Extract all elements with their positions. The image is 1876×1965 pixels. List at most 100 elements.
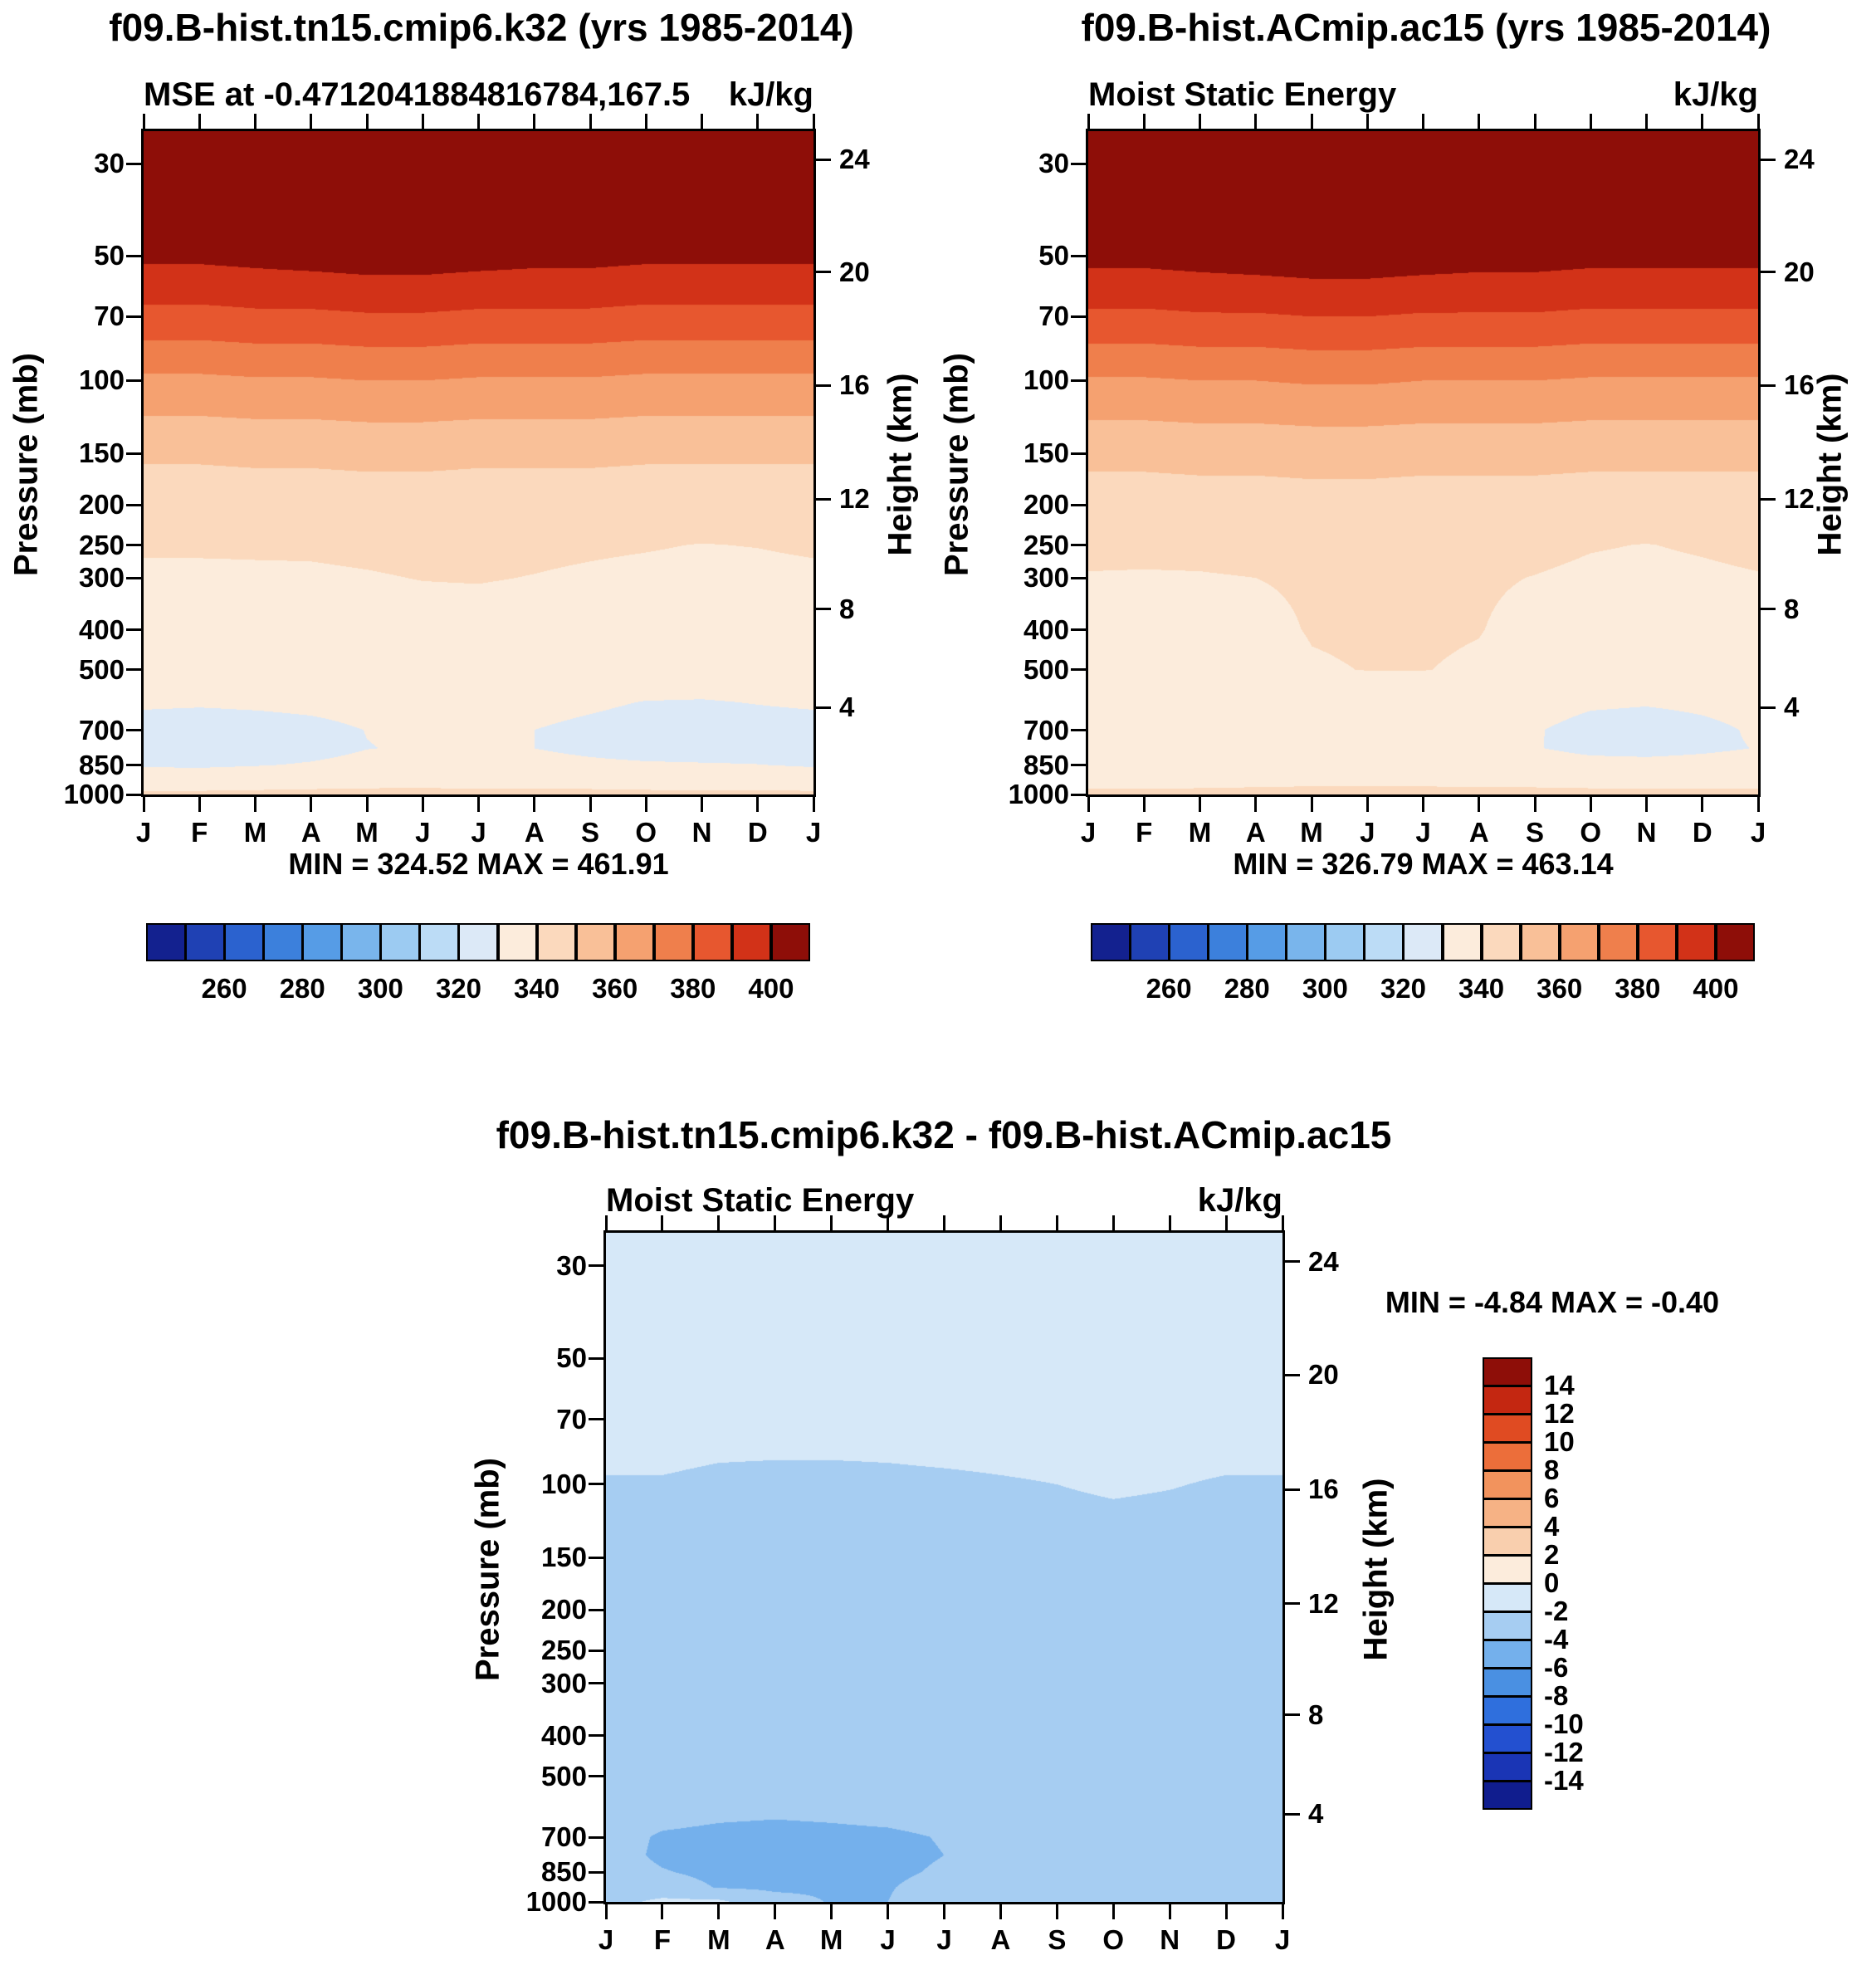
month-axis-tick [1645, 797, 1648, 812]
panel1-plot-frame [141, 129, 816, 797]
month-axis-tick-top [365, 114, 369, 129]
pressure-axis-tick [1071, 162, 1086, 165]
month-label: J [135, 817, 152, 848]
panel2-units-label: kJ/kg [1673, 76, 1758, 113]
height-tick-label: 24 [1784, 144, 1815, 175]
colorbar-cell [653, 923, 694, 961]
pressure-axis-tick [589, 1900, 603, 1904]
colorbar-cell [1483, 1498, 1532, 1528]
month-label: M [355, 817, 379, 848]
pressure-tick-label: 700 [78, 714, 125, 745]
month-axis-tick-top [604, 1215, 608, 1230]
month-axis-tick [365, 797, 369, 812]
colorbar-tick-label: 0 [1544, 1567, 1560, 1598]
colorbar-tick-label: -2 [1544, 1596, 1569, 1626]
month-label: F [191, 817, 208, 848]
colorbar-cell [1091, 923, 1131, 961]
pressure-axis-tick [589, 1734, 603, 1738]
panel3-title: f09.B-hist.tn15.cmip6.k32 - f09.B-hist.A… [496, 1113, 1392, 1156]
month-axis-tick-top [1281, 1215, 1284, 1230]
month-axis-tick-top [756, 114, 760, 129]
month-label: J [936, 1924, 952, 1955]
colorbar-cell [1483, 1555, 1532, 1584]
month-axis-tick-top [999, 1215, 1002, 1230]
pressure-tick-label: 300 [78, 562, 125, 594]
month-axis-tick-top [1756, 114, 1760, 129]
colorbar-cell [1481, 923, 1522, 961]
month-label: O [1580, 817, 1602, 848]
pressure-tick-label: 100 [1023, 364, 1069, 396]
pressure-tick-label: 70 [1038, 301, 1069, 331]
colorbar-tick-label: 320 [435, 973, 481, 1004]
panel3-contour-plot [606, 1233, 1282, 1902]
month-axis-tick [830, 1904, 833, 1919]
colorbar-cell [770, 923, 811, 961]
colorbar-cell [1247, 923, 1287, 961]
colorbar-cell [341, 923, 381, 961]
colorbar-cell [1483, 1724, 1532, 1753]
pressure-tick-label: 30 [94, 148, 125, 179]
month-axis-tick-top [701, 114, 703, 129]
colorbar-tick-label: 320 [1380, 973, 1426, 1004]
height-tick-label: 8 [1784, 593, 1800, 624]
month-label: A [1468, 817, 1489, 848]
height-axis-tick [816, 608, 831, 611]
month-axis-tick-top [310, 114, 313, 129]
colorbar-tick-label: 360 [1536, 973, 1583, 1004]
month-axis-tick-top [1111, 1215, 1115, 1230]
pressure-axis-tick [589, 1649, 603, 1652]
pressure-axis-tick [126, 503, 141, 506]
colorbar-cell [731, 923, 772, 961]
month-axis-tick-top [717, 1215, 721, 1230]
colorbar-cell [458, 923, 499, 961]
pressure-axis-tick [589, 1608, 603, 1611]
month-axis-tick [644, 797, 647, 812]
month-axis-tick-top [1254, 114, 1258, 129]
month-axis-tick [999, 1904, 1002, 1919]
height-tick-label: 20 [1308, 1359, 1339, 1391]
month-label: J [471, 817, 486, 848]
pressure-tick-label: 30 [1038, 148, 1069, 179]
colorbar-cell [1483, 1611, 1532, 1640]
month-label: J [1360, 817, 1375, 848]
month-axis-tick [756, 797, 760, 812]
month-axis-tick [701, 797, 703, 812]
month-axis-tick-top [1310, 114, 1313, 129]
month-label: S [1525, 817, 1544, 848]
height-tick-label: 24 [1308, 1245, 1339, 1277]
pressure-axis-tick [589, 1682, 603, 1685]
pressure-axis-tick [126, 452, 141, 455]
height-tick-label: 8 [1308, 1699, 1324, 1730]
month-label: O [635, 817, 657, 848]
month-axis-tick-top [477, 114, 480, 129]
pressure-tick-label: 200 [540, 1594, 587, 1625]
pressure-axis-tick [589, 1483, 603, 1486]
colorbar-cell [302, 923, 342, 961]
panel1-units-label: kJ/kg [728, 76, 813, 113]
month-axis-tick [589, 797, 592, 812]
month-axis-tick-top [812, 114, 815, 129]
height-axis-tick [1761, 608, 1776, 611]
month-label: J [1274, 1924, 1291, 1955]
pressure-tick-label: 70 [94, 301, 125, 331]
pressure-tick-label: 150 [540, 1542, 587, 1573]
pressure-tick-label: 1000 [63, 779, 125, 809]
colorbar-cell [536, 923, 577, 961]
colorbar-tick-label: 400 [1693, 973, 1739, 1004]
pressure-tick-label: 850 [540, 1856, 587, 1888]
month-axis-tick [1087, 797, 1090, 812]
panel1-contour-plot [144, 131, 813, 794]
height-tick-label: 4 [1784, 692, 1800, 723]
month-axis-tick-top [198, 114, 201, 129]
pressure-axis-tick [1071, 503, 1086, 506]
pressure-tick-label: 500 [540, 1760, 587, 1791]
month-axis-tick-top [533, 114, 536, 129]
colorbar-tick-label: 300 [1302, 973, 1348, 1004]
pressure-axis-tick [1071, 729, 1086, 732]
colorbar-tick-label: 380 [1615, 973, 1661, 1004]
colorbar-cell [497, 923, 538, 961]
colorbar-cell [1676, 923, 1717, 961]
height-axis-tick [1285, 1602, 1300, 1606]
height-tick-label: 20 [1784, 256, 1815, 287]
height-axis-tick [1761, 158, 1776, 161]
